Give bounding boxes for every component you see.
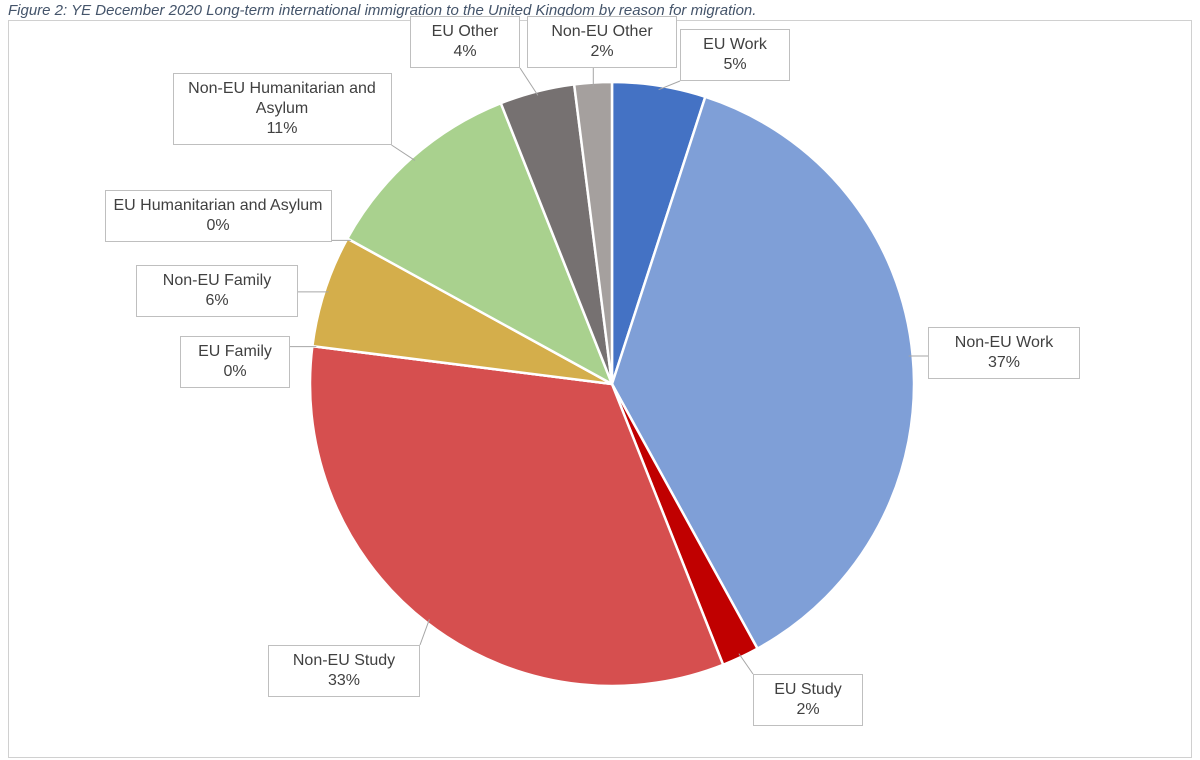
label-value: 0% — [223, 363, 247, 380]
pie-slice — [308, 344, 725, 688]
data-label: Non-EU Work 37% — [928, 327, 1080, 379]
label-category: Non-EU Other — [551, 23, 653, 40]
leader-line — [738, 653, 754, 675]
data-label: EU Study 2% — [753, 674, 863, 726]
label-value: 11% — [266, 120, 298, 137]
data-label: EU Family 0% — [180, 336, 290, 388]
label-value: 6% — [205, 292, 229, 309]
label-category: Non-EU Family — [162, 272, 272, 289]
label-value: 0% — [206, 217, 230, 234]
label-value: 5% — [723, 56, 747, 73]
label-category: Non-EU Work — [954, 334, 1054, 351]
leader-line — [391, 144, 416, 161]
label-value: 2% — [796, 701, 820, 718]
label-category: EU Study — [774, 681, 842, 698]
label-category: Non-EU Study — [292, 652, 396, 669]
chart-title: Figure 2: YE December 2020 Long-term int… — [8, 2, 757, 19]
data-label: Non-EU Humanitarian and Asylum 11% — [172, 73, 392, 145]
data-label: Non-EU Other 2% — [527, 16, 677, 68]
data-label: Non-EU Study 33% — [268, 645, 420, 697]
leader-line — [658, 80, 681, 91]
leader-line — [519, 67, 539, 96]
label-category: Non-EU Humanitarian and Asylum — [188, 80, 376, 117]
pie-slice — [346, 101, 614, 386]
data-label: EU Work 5% — [680, 29, 790, 81]
label-category: EU Family — [198, 343, 272, 360]
label-value: 33% — [327, 672, 361, 689]
label-value: 37% — [987, 354, 1021, 371]
label-value: 2% — [590, 43, 614, 60]
data-label: EU Humanitarian and Asylum 0% — [104, 190, 332, 242]
label-category: EU Humanitarian and Asylum — [113, 197, 323, 214]
data-label: Non-EU Family 6% — [136, 265, 298, 317]
label-category: EU Work — [703, 36, 767, 53]
data-label: EU Other 4% — [410, 16, 520, 68]
label-value: 4% — [453, 43, 477, 60]
label-category: EU Other — [431, 23, 499, 40]
leader-line — [419, 619, 430, 646]
